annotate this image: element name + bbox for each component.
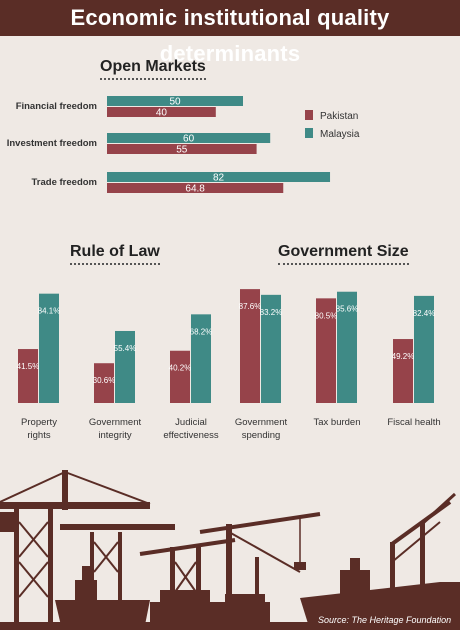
government-size-bar-malaysia bbox=[261, 294, 281, 403]
legend-label-malaysia: Malaysia bbox=[320, 129, 360, 140]
rule-of-law-bar-malaysia bbox=[191, 314, 211, 403]
government-size-bar-malaysia bbox=[337, 291, 357, 403]
rule-of-law-category-label: Government bbox=[89, 417, 142, 428]
rule-of-law-data-label: 84.1% bbox=[38, 307, 61, 316]
government-size-data-label: 82.4% bbox=[413, 309, 436, 318]
government-size-title: Government Size bbox=[278, 243, 409, 265]
open-markets-data-label: 50 bbox=[169, 97, 181, 108]
government-size-category-label: spending bbox=[242, 430, 281, 441]
rule-of-law-bar-pakistan bbox=[94, 363, 114, 403]
source-credit: Source: The Heritage Foundation bbox=[318, 615, 452, 625]
rule-of-law-category-label: integrity bbox=[98, 430, 132, 441]
government-size-bar-pakistan bbox=[240, 289, 260, 403]
rule-of-law-data-label: 30.6% bbox=[93, 376, 116, 385]
legend-label-pakistan: Pakistan bbox=[320, 111, 358, 122]
rule-of-law-category-label: effectiveness bbox=[163, 430, 219, 441]
government-size-data-label: 85.6% bbox=[336, 305, 359, 314]
rule-of-law-category-label: Judicial bbox=[175, 417, 207, 428]
open-markets-data-label: 64.8 bbox=[185, 184, 205, 195]
rule-of-law-title: Rule of Law bbox=[70, 243, 160, 265]
open-markets-bar-malaysia bbox=[107, 133, 271, 143]
rule-of-law-data-label: 41.5% bbox=[17, 362, 40, 371]
rule-of-law-bar-malaysia bbox=[115, 330, 135, 403]
government-size-data-label: 80.5% bbox=[315, 311, 338, 320]
open-markets-data-label: 60 bbox=[183, 134, 195, 145]
government-size-data-label: 87.6% bbox=[239, 302, 262, 311]
open-markets-category-label: Investment freedom bbox=[7, 138, 97, 149]
rule-of-law-bar-pakistan bbox=[170, 350, 190, 403]
legend-swatch-pakistan bbox=[305, 110, 313, 120]
government-size-data-label: 49.2% bbox=[392, 352, 415, 361]
port-skyline-illustration bbox=[0, 470, 460, 630]
rule-of-law-category-label: rights bbox=[27, 430, 50, 441]
open-markets-data-label: 40 bbox=[156, 108, 168, 119]
open-markets-data-label: 82 bbox=[213, 173, 225, 184]
rule-of-law-bar-malaysia bbox=[39, 293, 59, 403]
open-markets-bar-pakistan bbox=[107, 183, 284, 193]
open-markets-category-label: Financial freedom bbox=[16, 101, 97, 112]
government-size-data-label: 83.2% bbox=[260, 308, 283, 317]
legend-swatch-malaysia bbox=[305, 128, 313, 138]
open-markets-title: Open Markets bbox=[100, 58, 206, 80]
open-markets-bar-pakistan bbox=[107, 144, 257, 154]
government-size-category-label: Tax burden bbox=[313, 417, 360, 428]
open-markets-bar-malaysia bbox=[107, 172, 331, 182]
rule-of-law-data-label: 68.2% bbox=[190, 327, 213, 336]
open-markets-bar-malaysia bbox=[107, 96, 243, 106]
open-markets-bar-pakistan bbox=[107, 107, 216, 117]
government-size-category-label: Government bbox=[235, 417, 288, 428]
government-size-category-label: Fiscal health bbox=[387, 417, 440, 428]
rule-of-law-data-label: 55.4% bbox=[114, 344, 137, 353]
rule-of-law-bar-pakistan bbox=[18, 349, 38, 403]
infographic-title: Economic institutional quality determina… bbox=[0, 0, 460, 66]
open-markets-data-label: 55 bbox=[176, 145, 188, 156]
open-markets-category-label: Trade freedom bbox=[32, 177, 97, 188]
rule-of-law-data-label: 40.2% bbox=[169, 364, 192, 373]
government-size-bar-malaysia bbox=[414, 295, 434, 403]
rule-of-law-category-label: Property bbox=[21, 417, 57, 428]
government-size-bar-pakistan bbox=[316, 298, 336, 403]
government-size-bar-pakistan bbox=[393, 339, 413, 403]
